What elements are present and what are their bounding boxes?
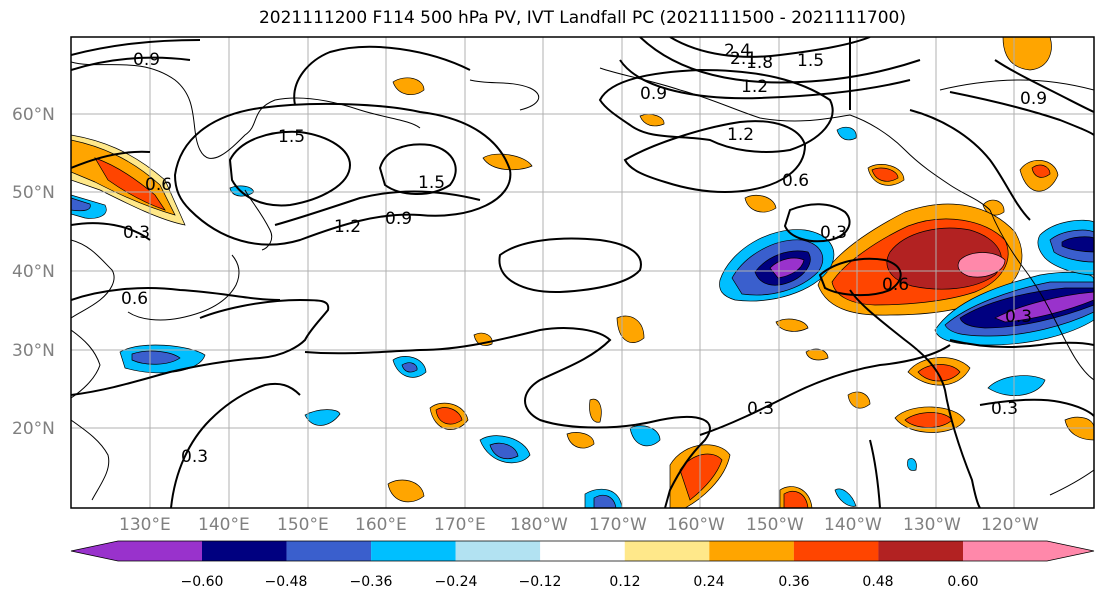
colorbar-segment — [286, 541, 372, 561]
svg-text:2.1: 2.1 — [730, 49, 757, 69]
svg-text:1.2: 1.2 — [727, 125, 754, 145]
colorbar-segment — [455, 541, 541, 561]
map-border — [70, 36, 1095, 509]
colorbar-segment — [71, 541, 202, 561]
lon-label: 140°W — [824, 515, 882, 535]
lon-label: 180°W — [510, 515, 568, 535]
longitude-axis: 130°E 140°E 150°E 160°E 170°E 180°W 170°… — [119, 515, 1039, 535]
svg-text:1.5: 1.5 — [278, 127, 305, 147]
colorbar-segment — [202, 541, 287, 561]
lon-label: 140°E — [198, 515, 250, 535]
colorbar-tick-label: −0.24 — [435, 574, 478, 590]
lat-label: 20°N — [12, 419, 55, 439]
svg-text:2.4: 2.4 — [724, 41, 751, 61]
colorbar-tick-label: −0.12 — [519, 574, 562, 590]
svg-text:0.3: 0.3 — [747, 399, 774, 419]
colorbar-segment — [709, 541, 794, 561]
lon-label: 170°W — [589, 515, 647, 535]
colorbar-segment — [624, 541, 710, 561]
svg-text:0.3: 0.3 — [991, 399, 1018, 419]
colorbar-segment — [540, 541, 625, 561]
colorbar — [70, 540, 1095, 562]
svg-text:0.3: 0.3 — [820, 223, 847, 243]
coastlines — [71, 61, 1094, 501]
lon-label: 150°W — [746, 515, 804, 535]
colorbar-tick-label: 0.12 — [609, 574, 640, 590]
svg-text:0.9: 0.9 — [133, 50, 160, 70]
colorbar-tick-label: 0.48 — [862, 574, 893, 590]
lon-label: 150°E — [277, 515, 329, 535]
colorbar-segment — [878, 541, 963, 561]
svg-text:0.6: 0.6 — [782, 171, 809, 191]
colorbar-segment — [371, 541, 456, 561]
colorbar-tick-label: −0.36 — [350, 574, 393, 590]
lon-label: 130°W — [903, 515, 961, 535]
colorbar-ticks: −0.60 −0.48 −0.36 −0.24 −0.12 0.12 0.24 … — [181, 574, 979, 590]
lon-label: 160°E — [355, 515, 407, 535]
colorbar-tick-label: −0.60 — [181, 574, 224, 590]
lon-label: 160°W — [667, 515, 725, 535]
contour-labels: 0.9 2.4 2.1 1.8 1.5 1.2 0.9 1.5 0.9 1.2 … — [121, 41, 1047, 467]
svg-text:0.3: 0.3 — [181, 447, 208, 467]
svg-text:0.6: 0.6 — [145, 175, 172, 195]
lat-label: 30°N — [12, 341, 55, 361]
svg-text:0.9: 0.9 — [1020, 89, 1047, 109]
svg-text:1.5: 1.5 — [418, 173, 445, 193]
lat-label: 60°N — [12, 105, 55, 125]
latitude-axis: 60°N 50°N 40°N 30°N 20°N — [12, 105, 55, 439]
svg-text:1.2: 1.2 — [334, 217, 361, 237]
lat-label: 40°N — [12, 262, 55, 282]
svg-text:1.5: 1.5 — [797, 51, 824, 71]
lat-label: 50°N — [12, 183, 55, 203]
colorbar-tick-label: −0.48 — [265, 574, 308, 590]
colorbar-outline — [70, 540, 1095, 562]
colorbar-segment — [963, 541, 1094, 561]
svg-text:0.6: 0.6 — [121, 289, 148, 309]
svg-text:0.9: 0.9 — [640, 84, 667, 104]
colorbar-tick-label: 0.60 — [947, 574, 978, 590]
lon-label: 130°E — [119, 515, 171, 535]
svg-text:0.9: 0.9 — [385, 209, 412, 229]
map-title: 2021111200 F114 500 hPa PV, IVT Landfall… — [258, 8, 906, 28]
svg-text:1.2: 1.2 — [741, 77, 768, 97]
lon-label: 170°E — [434, 515, 486, 535]
pv-contours — [71, 37, 1094, 508]
colorbar-segment — [793, 541, 879, 561]
svg-text:0.3: 0.3 — [1005, 307, 1032, 327]
lon-label: 120°W — [981, 515, 1039, 535]
svg-text:1.8: 1.8 — [746, 53, 773, 73]
colorbar-tick-label: 0.36 — [778, 574, 809, 590]
svg-text:0.3: 0.3 — [123, 223, 150, 243]
svg-text:0.6: 0.6 — [882, 275, 909, 295]
colorbar-tick-label: 0.24 — [693, 574, 724, 590]
